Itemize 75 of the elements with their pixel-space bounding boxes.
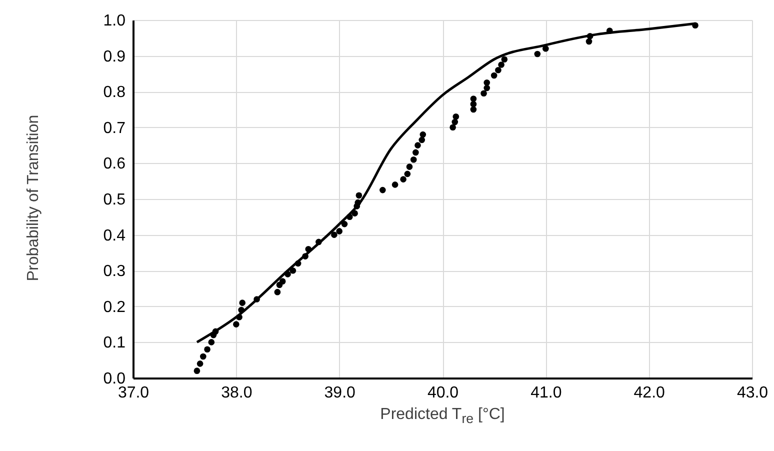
point <box>450 124 456 131</box>
point <box>279 278 286 284</box>
point <box>233 321 240 328</box>
point <box>586 32 594 40</box>
point <box>316 238 322 246</box>
y-tick-label: 0.2 <box>103 298 126 316</box>
x-tick-label: 42.0 <box>634 384 666 402</box>
point <box>341 220 348 228</box>
point <box>470 96 477 102</box>
point <box>239 300 246 306</box>
y-tick-label: 0.5 <box>103 192 126 208</box>
point <box>452 118 458 126</box>
x-tick-label: 41.0 <box>530 384 562 402</box>
point <box>212 328 219 335</box>
point <box>586 38 592 45</box>
x-tick-label: 39.0 <box>324 384 356 402</box>
point <box>194 368 200 374</box>
point <box>284 271 291 278</box>
y-tick-label: 0.6 <box>103 156 126 173</box>
point <box>480 90 487 97</box>
point <box>346 214 353 220</box>
point <box>418 136 426 144</box>
point <box>501 56 508 63</box>
x-tick-label: 37.0 <box>118 384 150 402</box>
point <box>254 296 260 302</box>
point <box>534 50 541 58</box>
point <box>294 260 302 267</box>
point <box>236 314 242 320</box>
point <box>204 346 210 353</box>
point <box>380 186 386 194</box>
point <box>196 360 204 367</box>
point <box>354 199 362 206</box>
y-tick-label: 0.0 <box>103 370 126 388</box>
point <box>495 66 502 74</box>
point <box>542 45 549 52</box>
y-tick-label: 0.1 <box>103 334 126 352</box>
y-tick-label: 1.0 <box>103 12 126 30</box>
point <box>692 22 698 29</box>
point <box>484 84 490 92</box>
point <box>352 210 358 216</box>
y-tick-label: 0.8 <box>103 84 126 102</box>
point <box>392 182 398 188</box>
point <box>406 164 413 170</box>
point <box>356 192 362 199</box>
point <box>470 100 477 108</box>
point <box>305 246 312 252</box>
point <box>498 62 504 68</box>
point <box>302 253 308 260</box>
point <box>606 28 613 34</box>
y-tick-label: 0.7 <box>103 120 126 137</box>
point <box>484 79 490 86</box>
point <box>412 149 419 156</box>
point <box>331 232 338 238</box>
point <box>238 306 244 314</box>
point <box>290 267 296 274</box>
y-tick-label: 0.9 <box>103 48 126 66</box>
point <box>274 288 281 296</box>
y-tick-label: 0.4 <box>103 227 126 244</box>
y-axis-title: Probability of Transition <box>25 114 43 284</box>
point <box>400 176 406 182</box>
y-tick-label: 0.3 <box>103 263 126 280</box>
point <box>404 170 411 178</box>
point <box>336 228 342 234</box>
point <box>200 353 206 360</box>
point <box>410 156 417 163</box>
x-axis-title: Predicted T$_{re}$ [°C] <box>379 406 506 426</box>
point <box>490 72 498 79</box>
x-tick-label: 43.0 <box>736 384 768 402</box>
point <box>470 106 477 113</box>
x-tick-label: 40.0 <box>427 384 459 402</box>
point <box>414 142 421 148</box>
point <box>452 114 460 120</box>
x-tick-label: 38.0 <box>221 384 252 402</box>
point <box>208 339 215 346</box>
point <box>420 131 426 138</box>
